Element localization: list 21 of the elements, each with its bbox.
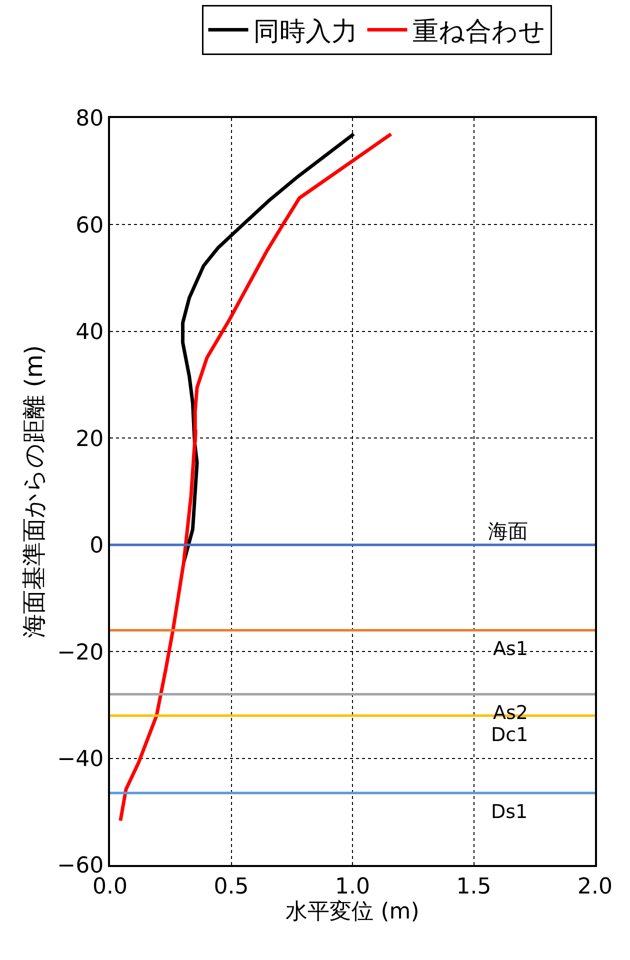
y-tick-label: 60 bbox=[76, 213, 104, 238]
legend-label: 重ね合わせ bbox=[412, 16, 546, 47]
x-tick-label: 1.0 bbox=[335, 874, 370, 900]
legend-label: 同時入力 bbox=[253, 16, 358, 47]
line-series bbox=[118, 132, 393, 822]
x-tick-label: 0.5 bbox=[214, 874, 249, 900]
x-tick-label: 0.0 bbox=[92, 874, 128, 900]
x-tick-label: 2.0 bbox=[578, 874, 612, 900]
ref-line-label: As1 bbox=[493, 638, 528, 660]
y-axis-title: 海面基準面からの距離 (m) bbox=[20, 345, 48, 638]
y-tick-label: 80 bbox=[76, 106, 104, 132]
y-tick-label: 40 bbox=[76, 320, 104, 346]
x-tick-label: 1.5 bbox=[456, 874, 492, 900]
x-axis-title: 水平変位 (m) bbox=[286, 899, 420, 924]
ref-line-label: Ds1 bbox=[491, 801, 528, 823]
ref-line-label: Dc1 bbox=[491, 724, 528, 746]
y-tick-label: −20 bbox=[57, 640, 104, 666]
y-tick-label: 20 bbox=[76, 426, 104, 452]
y-tick-label: −40 bbox=[57, 746, 104, 772]
ref-line-label: 海面 bbox=[488, 519, 528, 543]
y-tick-label: 0 bbox=[90, 534, 104, 559]
